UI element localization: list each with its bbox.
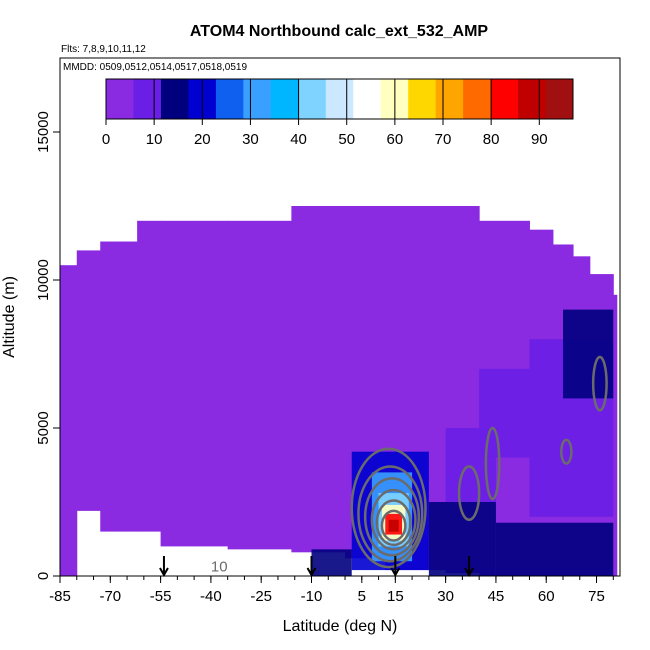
colorbar-swatch [545, 79, 574, 119]
y-tick-label: 15000 [35, 111, 52, 153]
chart-title: ATOM4 Northbound calc_ext_532_AMP [190, 23, 488, 40]
plot-frame [59, 57, 621, 577]
x-tick-label: -55 [150, 588, 172, 605]
flight-arrowhead [159, 567, 169, 578]
heatmap-cell [261, 220, 292, 550]
x-tick-label: 75 [588, 588, 605, 605]
flight-arrows [159, 556, 474, 578]
contour-line [457, 465, 481, 522]
contour-line [370, 488, 417, 551]
colorbar-swatch [518, 79, 547, 119]
contour-line [560, 438, 573, 465]
heatmap-cell [63, 265, 78, 576]
contour-line [375, 499, 412, 547]
heatmap-cell [613, 294, 618, 576]
heatmap-patch [311, 549, 352, 576]
heatmap-cell [123, 241, 138, 532]
heatmap-cell [60, 265, 64, 576]
colorbar-boundaries [153, 79, 540, 119]
flights-subtitle: Flts: 7,8,9,10,11,12 [61, 44, 146, 55]
dates-subtitle: MMDD: 0509,0512,0514,0517,0518,0519 [63, 62, 247, 73]
plot-area: 10 [59, 57, 621, 578]
colorbar-swatch [298, 79, 327, 119]
colorbar-tick-label: 40 [290, 131, 307, 148]
contour-line [357, 465, 424, 563]
contour-line [380, 509, 407, 542]
heatmap-patch [495, 522, 614, 576]
flight-arrowhead [390, 567, 401, 578]
x-tick-label: -70 [99, 588, 121, 605]
colorbar-swatch [490, 79, 519, 119]
contour-line [363, 477, 421, 557]
heatmap-cell [76, 250, 101, 511]
x-tick-label: 5 [358, 588, 366, 605]
y-tick-label: 0 [35, 572, 52, 580]
colorbar-swatch [243, 79, 272, 119]
colorbar-ticks: 0 10 20 30 40 50 60 70 80 90 [102, 119, 548, 148]
heatmap-cell [160, 220, 195, 547]
x-axis: -85 -70 -55 -40 -25 -10 5 15 30 45 60 75 [49, 576, 614, 605]
contour-line [350, 447, 427, 569]
contour-lines [350, 355, 608, 569]
colorbar-swatch [106, 79, 134, 119]
x-tick-label: -10 [301, 588, 323, 605]
contour-label: 10 [211, 559, 228, 576]
colorbar-tick-label: 80 [483, 131, 500, 148]
x-tick-label: -40 [200, 588, 222, 605]
x-tick-label: -85 [49, 588, 71, 605]
y-axis: 0 5000 10000 15000 [35, 111, 60, 580]
flight-arrowhead [464, 567, 474, 578]
colorbar-swatch [353, 79, 382, 119]
colorbar: 0 10 20 30 40 50 60 70 80 90 [102, 78, 574, 148]
colorbar-swatch [325, 79, 354, 119]
colorbar-swatch [270, 79, 299, 119]
flight-arrowhead [306, 567, 317, 578]
y-axis-label: Altitude (m) [1, 276, 18, 358]
colorbar-swatch [408, 79, 437, 119]
colorbar-tick-label: 70 [435, 131, 452, 148]
colorbar-swatch [133, 79, 162, 119]
x-tick-label: -25 [250, 588, 272, 605]
heatmap-patch [388, 519, 399, 532]
y-tick-label: 5000 [35, 411, 52, 444]
heatmap-cell [194, 220, 229, 547]
heatmap-cell [137, 220, 162, 532]
colorbar-tick-label: 0 [102, 131, 110, 148]
colorbar-tick-label: 60 [387, 131, 404, 148]
contour-line [484, 426, 501, 501]
colorbar-swatch [463, 79, 492, 119]
colorbar-swatch [435, 79, 464, 119]
y-tick-label: 10000 [35, 259, 52, 301]
colorbar-swatch [160, 79, 189, 119]
heatmap-patch [562, 309, 614, 399]
heatmap-cell [291, 206, 346, 553]
colorbar-tick-label: 20 [194, 131, 211, 148]
colorbar-frame [105, 78, 574, 120]
x-axis-label: Latitude (deg N) [283, 618, 398, 635]
colorbar-swatch [215, 79, 244, 119]
x-tick-label: 45 [488, 588, 505, 605]
heatmap-cell [227, 220, 262, 550]
colorbar-tick-label: 10 [146, 131, 163, 148]
x-tick-label: 30 [437, 588, 454, 605]
x-tick-label: 15 [387, 588, 404, 605]
colorbar-tick-label: 90 [531, 131, 548, 148]
heatmap-cells [60, 206, 618, 577]
x-tick-label: 60 [538, 588, 555, 605]
colorbar-tick-label: 50 [338, 131, 355, 148]
contour-line [591, 355, 608, 412]
colorbar-tick-label: 30 [242, 131, 259, 148]
heatmap-cell [100, 241, 125, 532]
colorbar-gradient [106, 79, 574, 119]
